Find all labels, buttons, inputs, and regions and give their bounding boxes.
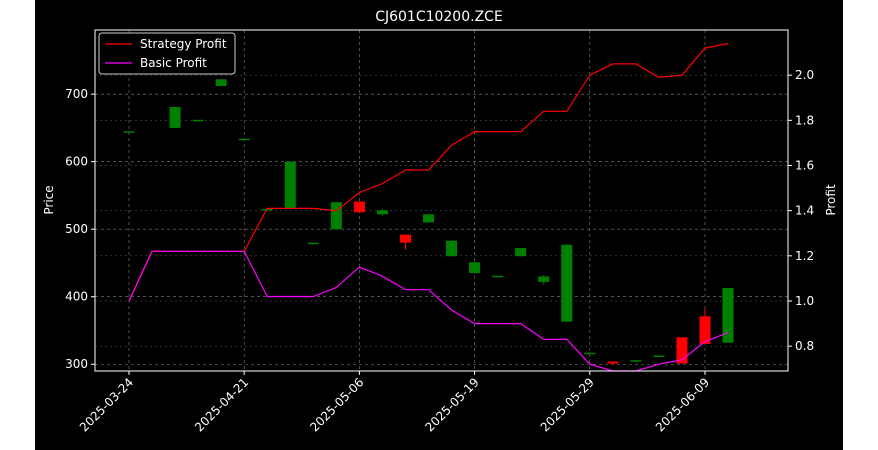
plot-frame bbox=[94, 29, 789, 372]
chart-title: CJ601C10200.ZCE bbox=[375, 9, 503, 25]
bottom-axis-ticks: 2025-03-24 2025-04-21 2025-05-06 2025-05-19… bbox=[77, 371, 712, 434]
legend-label-basic-profit: Basic Profit bbox=[140, 56, 207, 70]
candle-body bbox=[215, 79, 227, 87]
right-tick-label: 1.8 bbox=[795, 113, 814, 127]
right-tick-label: 0.8 bbox=[795, 339, 814, 353]
candle-body bbox=[676, 337, 688, 364]
candle-body bbox=[238, 138, 250, 141]
legend-label-strategy-profit: Strategy Profit bbox=[140, 37, 227, 51]
candle-body bbox=[353, 201, 365, 213]
bottom-tick-label: 2025-04-21 bbox=[192, 375, 251, 434]
candle-body bbox=[584, 352, 596, 355]
right-axis-label: Profit bbox=[824, 184, 838, 216]
candle-body bbox=[284, 161, 296, 209]
bottom-tick-label: 2025-03-24 bbox=[77, 375, 136, 434]
bottom-tick-label: 2025-05-06 bbox=[307, 375, 366, 434]
legend-box bbox=[98, 32, 236, 75]
left-tick-label: 600 bbox=[65, 155, 88, 169]
candle-body bbox=[469, 262, 481, 274]
left-axis-ticks: 300 400 500 600 700 bbox=[65, 87, 95, 371]
candle-body bbox=[653, 355, 665, 357]
candle-body bbox=[722, 287, 734, 343]
bottom-tick-label: 2025-05-29 bbox=[538, 375, 597, 434]
chart-svg: 300 400 500 600 700 0.8 1.0 1.2 1.4 1.6 1.8 2.0 20… bbox=[42, 9, 838, 434]
left-tick-label: 300 bbox=[65, 357, 88, 371]
candle-body bbox=[376, 210, 388, 215]
candle-body bbox=[515, 248, 527, 257]
candle-body bbox=[330, 202, 342, 230]
candle-body bbox=[399, 234, 411, 243]
candle-body bbox=[538, 276, 550, 282]
left-tick-label: 500 bbox=[65, 222, 88, 236]
right-tick-label: 1.4 bbox=[795, 204, 814, 218]
candle-body bbox=[699, 316, 711, 344]
chart-figure: 300 400 500 600 700 0.8 1.0 1.2 1.4 1.6 1.8 2.0 20… bbox=[35, 0, 843, 450]
bottom-tick-label: 2025-05-19 bbox=[423, 375, 482, 434]
right-tick-label: 1.6 bbox=[795, 158, 814, 172]
right-tick-label: 1.2 bbox=[795, 249, 814, 263]
grid-lines bbox=[95, 30, 788, 371]
candle-body bbox=[307, 242, 319, 245]
left-tick-label: 400 bbox=[65, 290, 88, 304]
candle-body bbox=[192, 119, 204, 122]
candle-body bbox=[446, 240, 458, 257]
candle-body bbox=[492, 275, 504, 278]
profit-lines bbox=[128, 42, 729, 372]
line-basic-profit bbox=[128, 250, 729, 372]
bottom-tick-label: 2025-06-09 bbox=[653, 375, 712, 434]
candle-body bbox=[561, 244, 573, 322]
plot-border bbox=[94, 29, 789, 372]
right-tick-label: 2.0 bbox=[795, 68, 814, 82]
right-tick-label: 1.0 bbox=[795, 294, 814, 308]
left-axis-label: Price bbox=[42, 185, 56, 214]
candle-body bbox=[630, 360, 642, 362]
candle-body bbox=[123, 131, 135, 133]
candlesticks bbox=[123, 79, 734, 365]
legend: Strategy Profit Basic Profit bbox=[98, 32, 236, 75]
left-tick-label: 700 bbox=[65, 87, 88, 101]
candle-body bbox=[261, 208, 273, 211]
right-axis-ticks: 0.8 1.0 1.2 1.4 1.6 1.8 2.0 bbox=[788, 68, 814, 353]
candle-body bbox=[423, 214, 435, 223]
candle-body bbox=[169, 106, 181, 128]
candle-body bbox=[607, 361, 619, 364]
